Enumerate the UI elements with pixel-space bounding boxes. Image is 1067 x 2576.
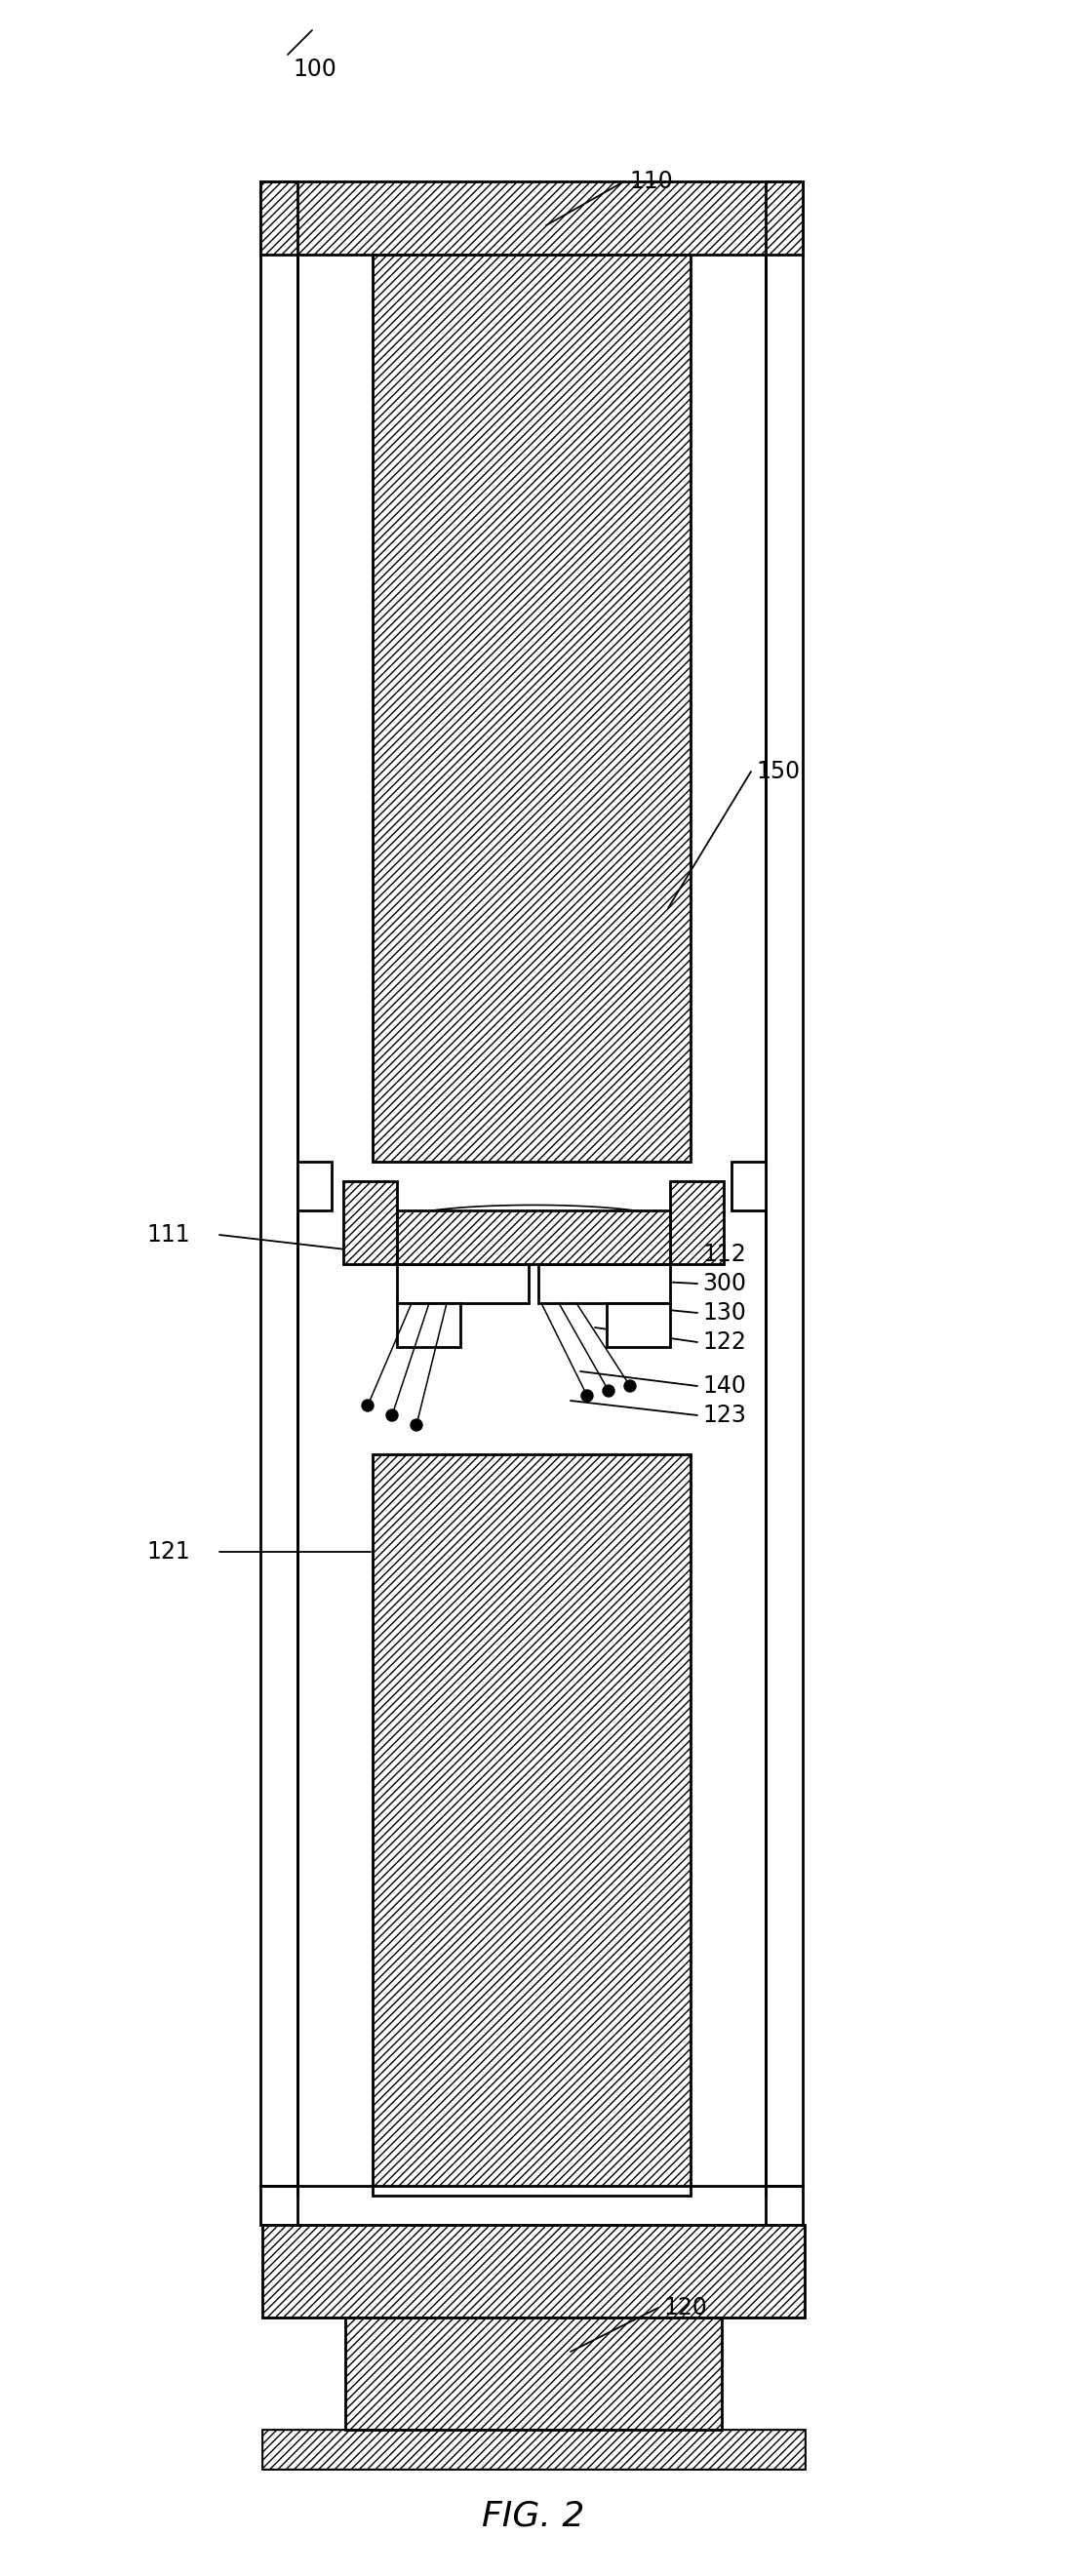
Bar (260, 180, 802, 255)
Bar (372, 1455, 690, 2195)
Bar (344, 1182, 397, 1265)
Text: 140: 140 (702, 1376, 746, 1399)
Bar (397, 1211, 670, 1265)
Bar (670, 1182, 723, 1265)
Bar (397, 1265, 528, 1303)
Text: 121: 121 (146, 1540, 190, 1564)
Text: 122: 122 (702, 1329, 746, 1355)
Text: 130: 130 (702, 1301, 746, 1324)
Circle shape (603, 1386, 615, 1396)
Bar (260, 180, 298, 2187)
Bar (372, 255, 690, 1162)
Bar (260, 180, 802, 255)
Bar (262, 2226, 805, 2318)
Bar (344, 1182, 397, 1265)
Bar (346, 2318, 721, 2429)
Circle shape (582, 1391, 593, 1401)
Circle shape (362, 1399, 373, 1412)
Bar (670, 1182, 723, 1265)
Bar (539, 1265, 670, 1303)
Bar (397, 1303, 460, 1347)
Circle shape (411, 1419, 423, 1430)
Bar (298, 1162, 332, 1211)
Text: 112: 112 (702, 1242, 746, 1265)
Bar (607, 1303, 670, 1347)
Bar (262, 2429, 805, 2468)
Bar (766, 180, 802, 2187)
Bar (372, 255, 690, 1162)
Text: 110: 110 (630, 170, 672, 193)
Circle shape (386, 1409, 398, 1422)
Text: FIG. 2: FIG. 2 (482, 2499, 585, 2532)
Bar (260, 2187, 802, 2226)
Text: 120: 120 (664, 2295, 707, 2318)
Bar (397, 1211, 670, 1265)
Bar (262, 2429, 805, 2468)
Bar (372, 1455, 690, 2195)
Bar (732, 1162, 766, 1211)
Text: 123: 123 (702, 1404, 746, 1427)
Bar (346, 2318, 721, 2429)
Text: 300: 300 (702, 1273, 746, 1296)
Text: 100: 100 (292, 57, 336, 80)
Text: 150: 150 (755, 760, 800, 783)
Bar (262, 2226, 805, 2318)
Circle shape (624, 1381, 636, 1391)
Text: 111: 111 (146, 1224, 190, 1247)
